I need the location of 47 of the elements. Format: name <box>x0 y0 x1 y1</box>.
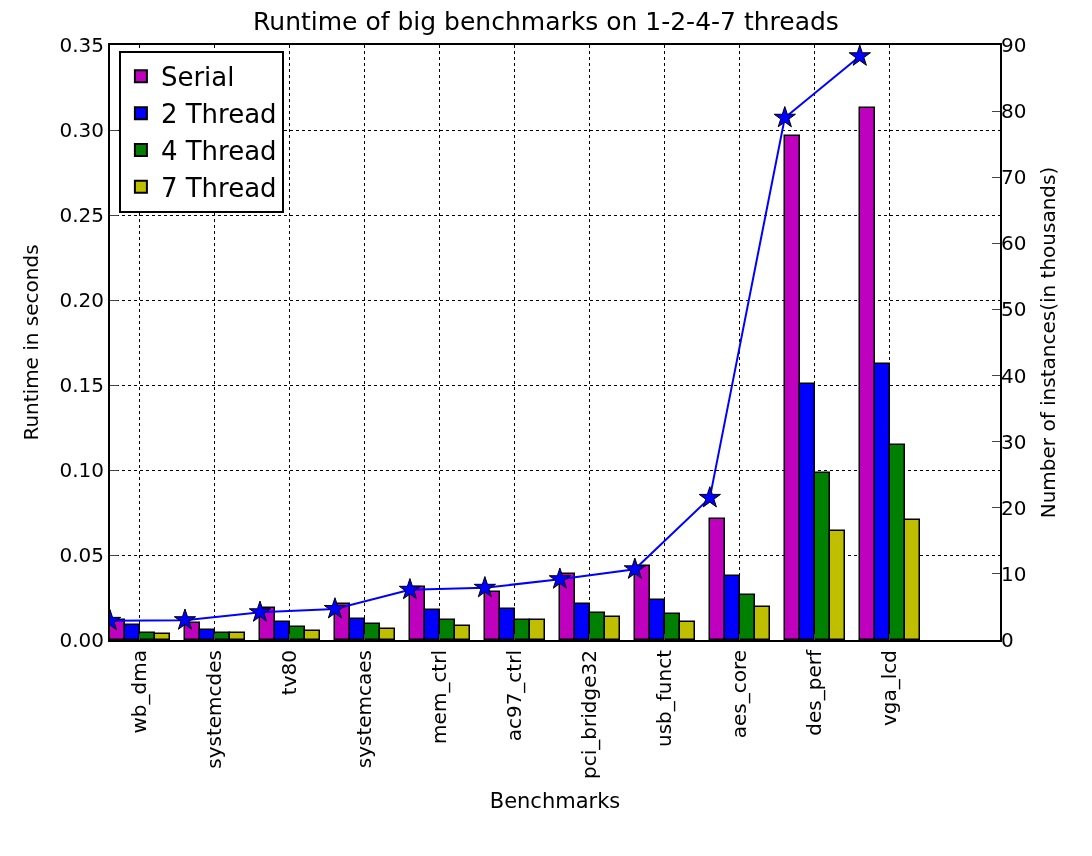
y2-tick-label: 20 <box>1001 495 1027 520</box>
y-tick-label: 0.15 <box>59 373 104 397</box>
x-axis-title: Benchmarks <box>489 788 621 813</box>
y-tick-label: 0.10 <box>59 458 104 482</box>
point <box>173 608 197 630</box>
legend-label: 4 Thread <box>160 136 277 167</box>
point <box>548 567 572 589</box>
x-tick-label: pci_bridge32 <box>577 650 602 779</box>
y2-tick-label: 50 <box>1001 297 1027 322</box>
y-tick-label: 0.30 <box>59 118 104 142</box>
point <box>398 578 422 600</box>
y2-tick-label: 30 <box>1001 429 1027 454</box>
x-tick-label: systemcaes <box>352 650 377 769</box>
point <box>323 597 347 619</box>
x-tick-label: des_perf <box>802 649 827 736</box>
x-tick-label: systemcdes <box>202 650 227 769</box>
x-tick-label: tv80 <box>277 650 302 696</box>
y2-tick-label: 90 <box>1001 33 1027 57</box>
x-tick-label: wb_dma <box>127 650 152 734</box>
x-tick-label: usb_funct <box>652 649 677 748</box>
y2-tick-label: 80 <box>1001 99 1027 124</box>
point <box>773 106 796 128</box>
x-tick-label: mem_ctrl <box>427 650 452 744</box>
point <box>698 486 721 508</box>
y2-axis-title: Number of instances(in thousands) <box>1035 166 1060 519</box>
y-tick-label: 0.25 <box>59 203 104 227</box>
legend-label: Serial <box>160 62 235 93</box>
y-tick-label: 0.05 <box>59 543 104 567</box>
y-tick-label: 0.00 <box>59 628 104 652</box>
legend-label: 2 Thread <box>160 99 277 130</box>
point <box>473 576 497 598</box>
x-tick-label: vga_lcd <box>877 650 902 727</box>
y2-tick-label: 70 <box>1001 165 1027 190</box>
point <box>248 600 272 622</box>
y2-tick-label: 0 <box>1001 628 1014 652</box>
y2-tick-label: 40 <box>1001 363 1027 388</box>
x-tick-label: ac97_ctrl <box>502 650 527 742</box>
x-tick-label: aes_core <box>727 650 752 739</box>
chart-title: Runtime of big benchmarks on 1-2-4-7 threads <box>253 7 839 37</box>
y2-tick-label: 10 <box>1001 561 1027 586</box>
legend-label: 7 Thread <box>160 172 277 203</box>
point <box>623 557 646 579</box>
y-tick-label: 0.20 <box>59 288 104 312</box>
y2-tick-label: 60 <box>1001 231 1027 256</box>
y-tick-label: 0.35 <box>59 33 104 57</box>
y-axis-title: Runtime in seconds <box>19 244 44 441</box>
point <box>848 45 871 66</box>
